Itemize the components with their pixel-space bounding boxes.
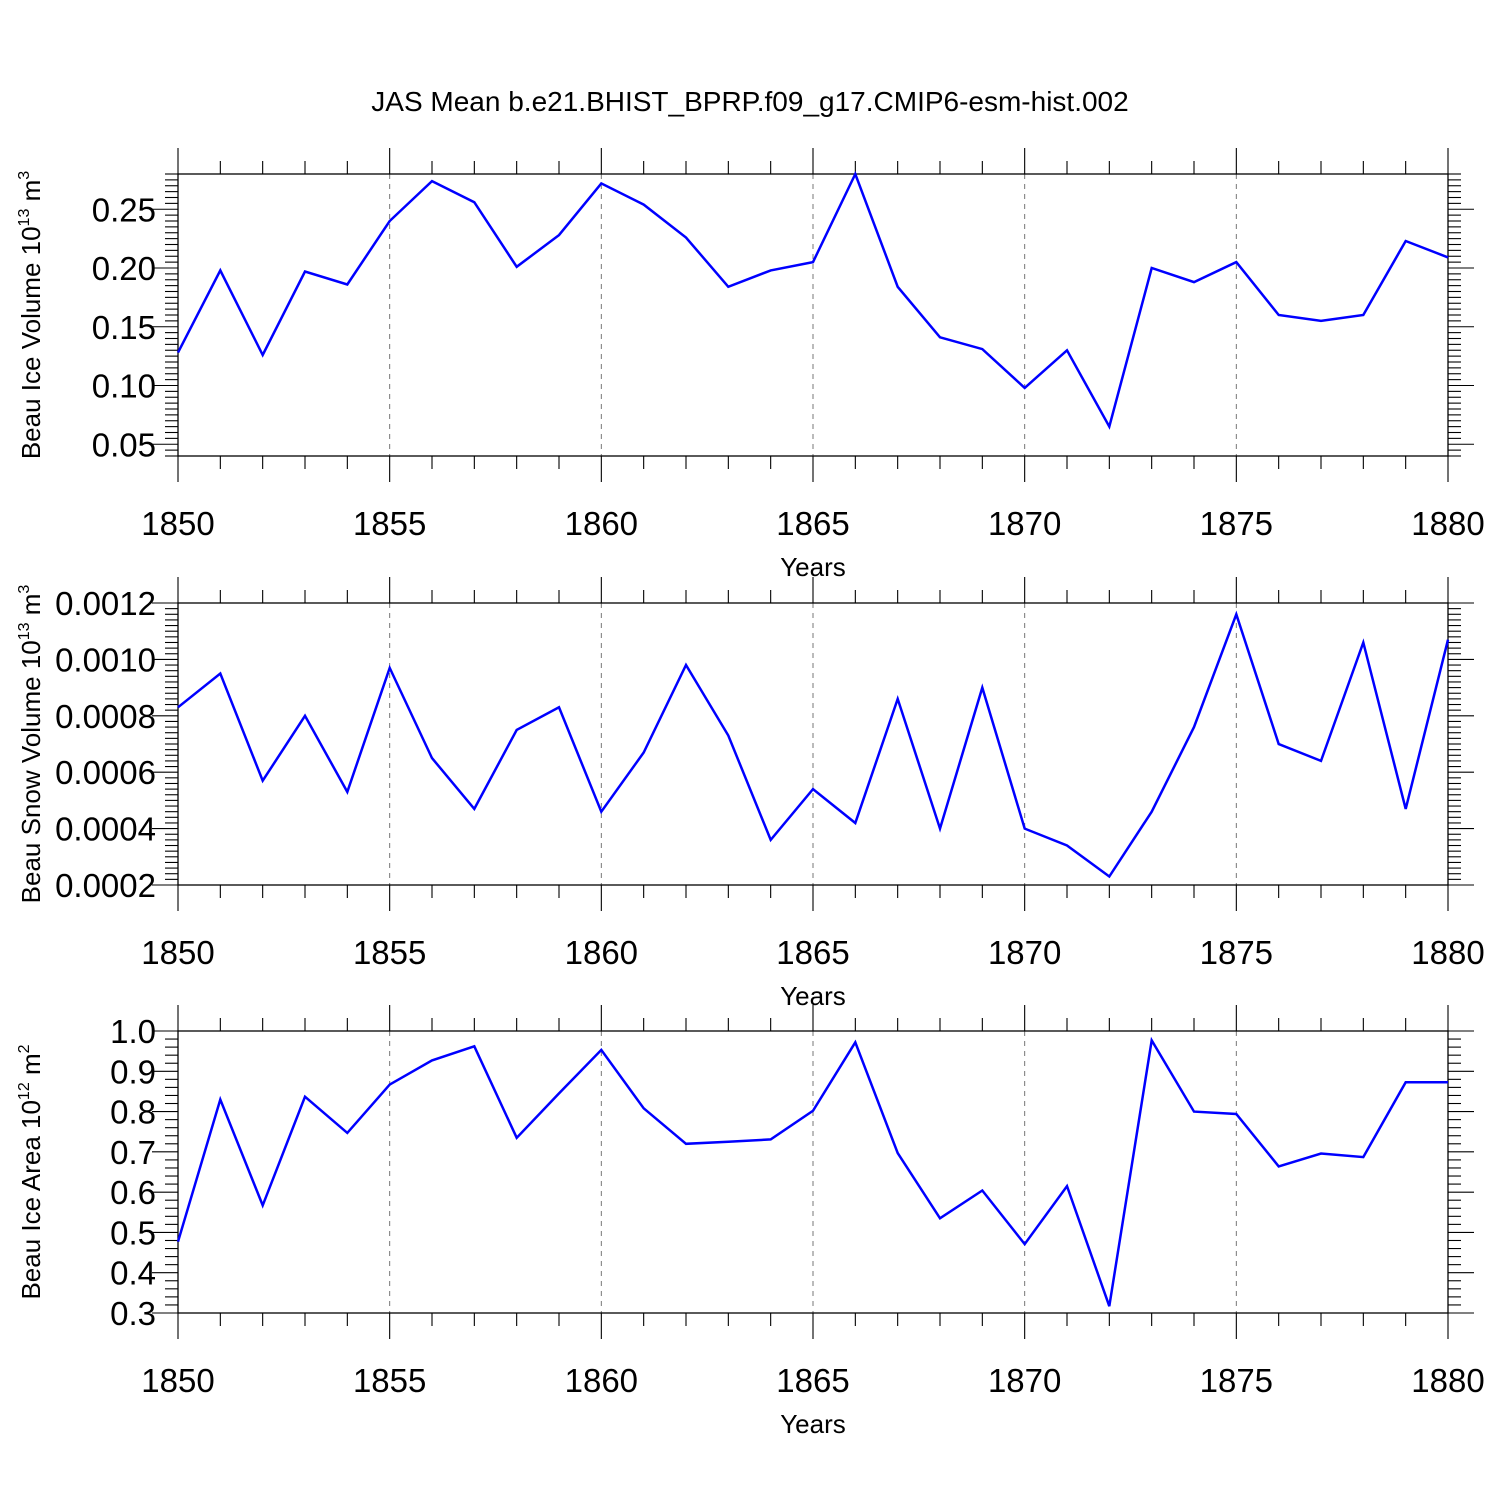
x-tick-label: 1865 xyxy=(776,1362,849,1399)
y-tick-label: 0.0010 xyxy=(55,641,156,678)
y-tick-label: 0.8 xyxy=(110,1094,156,1131)
x-tick-label: 1875 xyxy=(1200,1362,1273,1399)
x-tick-label: 1850 xyxy=(141,505,214,542)
x-tick-label: 1855 xyxy=(353,934,426,971)
x-tick-label: 1880 xyxy=(1411,1362,1484,1399)
x-tick-label: 1850 xyxy=(141,1362,214,1399)
x-tick-label: 1865 xyxy=(776,505,849,542)
y-tick-label: 0.15 xyxy=(92,309,156,346)
y-tick-label: 0.6 xyxy=(110,1174,156,1211)
y-tick-label: 0.0006 xyxy=(55,754,156,791)
plot-frame xyxy=(177,1030,1449,1314)
x-tick-label: 1865 xyxy=(776,934,849,971)
x-tick-label: 1855 xyxy=(353,505,426,542)
x-tick-label: 1880 xyxy=(1411,505,1484,542)
x-tick-label: 1850 xyxy=(141,934,214,971)
y-tick-label: 0.20 xyxy=(92,250,156,287)
y-tick-label: 0.0012 xyxy=(55,585,156,622)
x-tick-label: 1855 xyxy=(353,1362,426,1399)
y-tick-label: 0.4 xyxy=(110,1255,156,1292)
data-line-3 xyxy=(176,1036,1448,1307)
chart-panel-1: 1850 1855 1860 1865 1870 1875 1880 0.05 0.10 0.15… xyxy=(16,148,1485,582)
chart-title: JAS Mean b.e21.BHIST_BPRP.f09_g17.CMIP6-… xyxy=(371,86,1128,117)
x-tick-label: 1870 xyxy=(988,934,1061,971)
plot-frame xyxy=(177,173,1449,457)
chart-panel-2: 1850 1855 1860 1865 1870 1875 1880 0.0002 0.0004… xyxy=(16,577,1485,1011)
data-line-2 xyxy=(177,610,1450,879)
y-tick-label: 0.05 xyxy=(92,426,156,463)
y-tick-label: 0.0002 xyxy=(55,867,156,904)
y-tick-label: 0.0008 xyxy=(55,698,156,735)
y-tick-label: 1.0 xyxy=(110,1013,156,1050)
x-tick-label: 1880 xyxy=(1411,934,1484,971)
plot-frame xyxy=(177,602,1449,886)
y-tick-label: 0.7 xyxy=(110,1134,156,1171)
y-tick-label: 0.3 xyxy=(110,1295,156,1332)
x-tick-label: 1875 xyxy=(1200,505,1273,542)
x-tick-label: 1860 xyxy=(565,934,638,971)
y-tick-label: 0.9 xyxy=(110,1053,156,1090)
x-tick-label: 1870 xyxy=(988,505,1061,542)
chart-panel-3: 1850 1855 1860 1865 1870 1875 1880 0.30.4 0.50.6… xyxy=(16,1005,1485,1439)
x-axis-title: Years xyxy=(780,1409,846,1439)
y-axis-title: Beau Snow Volume 1013 m3 xyxy=(16,585,46,904)
y-tick-label: 0.5 xyxy=(110,1214,156,1251)
x-tick-label: 1870 xyxy=(988,1362,1061,1399)
x-tick-label: 1875 xyxy=(1200,934,1273,971)
y-tick-label: 0.10 xyxy=(92,368,156,405)
x-tick-label: 1860 xyxy=(565,505,638,542)
data-line-1 xyxy=(176,170,1449,430)
y-tick-label: 0.0004 xyxy=(55,811,156,848)
x-tick-label: 1860 xyxy=(565,1362,638,1399)
y-axis-title: Beau Ice Area 1012 m2 xyxy=(16,1044,46,1299)
y-tick-label: 0.25 xyxy=(92,191,156,228)
panels: 1850 1855 1860 1865 1870 1875 1880 0.05 0.10 0.15… xyxy=(16,148,1485,1439)
y-axis-title: Beau Ice Volume 1013 m3 xyxy=(16,171,46,459)
